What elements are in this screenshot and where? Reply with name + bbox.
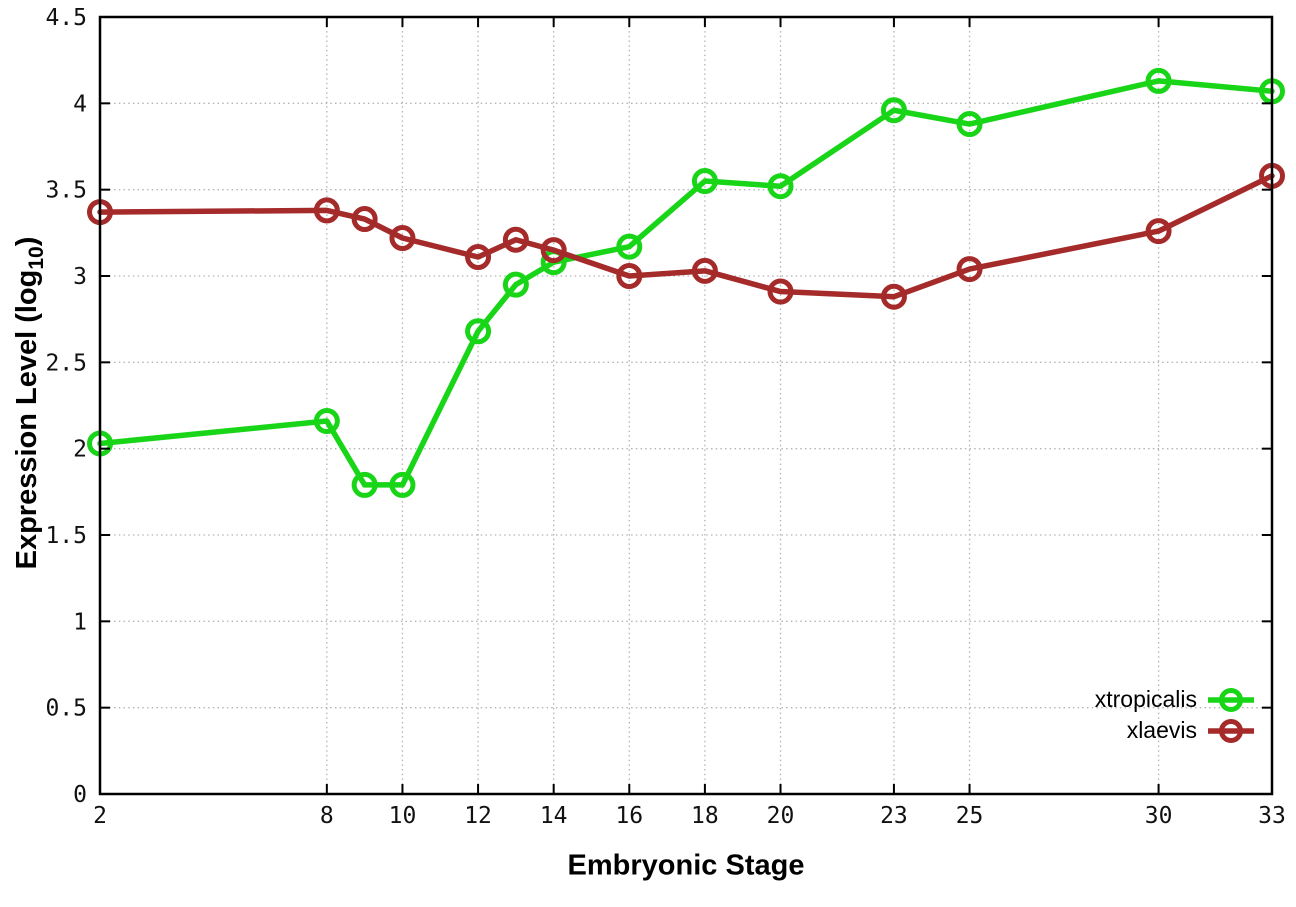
- y-tick-label: 0: [73, 782, 87, 808]
- data-point-xlaevis-stage-23: [880, 283, 907, 310]
- data-point-xlaevis-stage-16: [616, 263, 643, 289]
- data-point-xtropicalis-stage-23: [880, 97, 907, 124]
- legend-item-xlaevis: xlaevis: [1095, 716, 1255, 745]
- x-tick-label: 16: [615, 803, 643, 829]
- data-point-xtropicalis-stage-13: [502, 271, 529, 298]
- data-point-xlaevis-stage-14: [540, 237, 567, 264]
- legend-line-marker-icon: [1208, 687, 1254, 712]
- data-point-xlaevis-stage-30: [1145, 218, 1172, 245]
- y-tick-label: 3.5: [45, 178, 87, 204]
- y-tick-label: 2: [73, 437, 87, 463]
- legend-line-marker-icon: [1208, 718, 1254, 743]
- data-point-xlaevis-stage-10: [389, 225, 416, 252]
- y-axis-title: Expression Level (log10): [11, 237, 49, 570]
- x-tick-label: 25: [956, 803, 984, 829]
- y-tick-label: 1: [73, 609, 87, 635]
- legend-item-xtropicalis: xtropicalis: [1095, 685, 1255, 714]
- data-point-xtropicalis-stage-30: [1145, 67, 1172, 94]
- series-xtropicalis: [87, 67, 1285, 498]
- legend-label-xtropicalis: xtropicalis: [1094, 686, 1197, 712]
- y-tick-label: 4.5: [45, 5, 87, 31]
- x-axis-title: Embryonic Stage: [567, 849, 805, 882]
- data-point-xtropicalis-stage-9: [351, 471, 378, 498]
- y-tick-label: 1.5: [45, 523, 87, 549]
- x-tick-label: 14: [540, 803, 568, 829]
- x-tick-label: 20: [767, 803, 795, 829]
- data-point-xtropicalis-stage-16: [616, 233, 643, 260]
- x-tick-label: 12: [464, 803, 492, 829]
- x-tick-label: 33: [1258, 803, 1286, 829]
- series-xlaevis: [87, 162, 1285, 310]
- y-tick-label: 4: [73, 91, 87, 117]
- data-point-xlaevis-stage-12: [465, 244, 492, 271]
- y-axis-title-subscript: 10: [24, 246, 48, 270]
- legend: xtropicalis xlaevis: [1095, 685, 1255, 745]
- y-axis-title-text: Expression Level (log: [11, 269, 44, 570]
- x-tick-label: 18: [691, 803, 719, 829]
- y-tick-label: 3: [73, 264, 87, 290]
- data-point-xtropicalis-stage-18: [691, 168, 718, 195]
- legend-label-xlaevis: xlaevis: [1126, 717, 1197, 743]
- x-tick-label: 30: [1145, 803, 1173, 829]
- x-tick-labels: 2 8 10 12 14 16 18 20 23 25 30 33: [93, 803, 1286, 829]
- data-point-xlaevis-stage-13: [502, 226, 529, 253]
- data-point-xlaevis-stage-20: [767, 278, 794, 305]
- data-point-xlaevis-stage-8: [313, 197, 340, 224]
- data-point-xtropicalis-stage-10: [389, 471, 416, 498]
- gridlines: [100, 17, 1272, 794]
- x-tick-label: 10: [389, 803, 417, 829]
- y-tick-labels: 0 0.5 1 1.5 2 2.5 3 3.5 4 4.5: [45, 5, 87, 808]
- y-axis-title-close: ): [11, 236, 44, 247]
- data-point-xtropicalis-stage-8: [313, 408, 340, 435]
- data-point-xlaevis-stage-9: [351, 206, 378, 233]
- data-point-xlaevis-stage-18: [691, 257, 718, 284]
- y-tick-label: 2.5: [45, 350, 87, 376]
- data-point-xtropicalis-stage-12: [465, 318, 492, 345]
- x-tick-label: 23: [880, 803, 908, 829]
- data-point-xtropicalis-stage-25: [956, 111, 983, 138]
- y-tick-label: 0.5: [45, 696, 87, 722]
- x-tick-label: 2: [93, 803, 107, 829]
- data-point-xtropicalis-stage-20: [767, 173, 794, 200]
- x-tick-label: 8: [320, 803, 334, 829]
- axes: [98, 15, 1274, 796]
- data-point-xlaevis-stage-25: [956, 256, 983, 283]
